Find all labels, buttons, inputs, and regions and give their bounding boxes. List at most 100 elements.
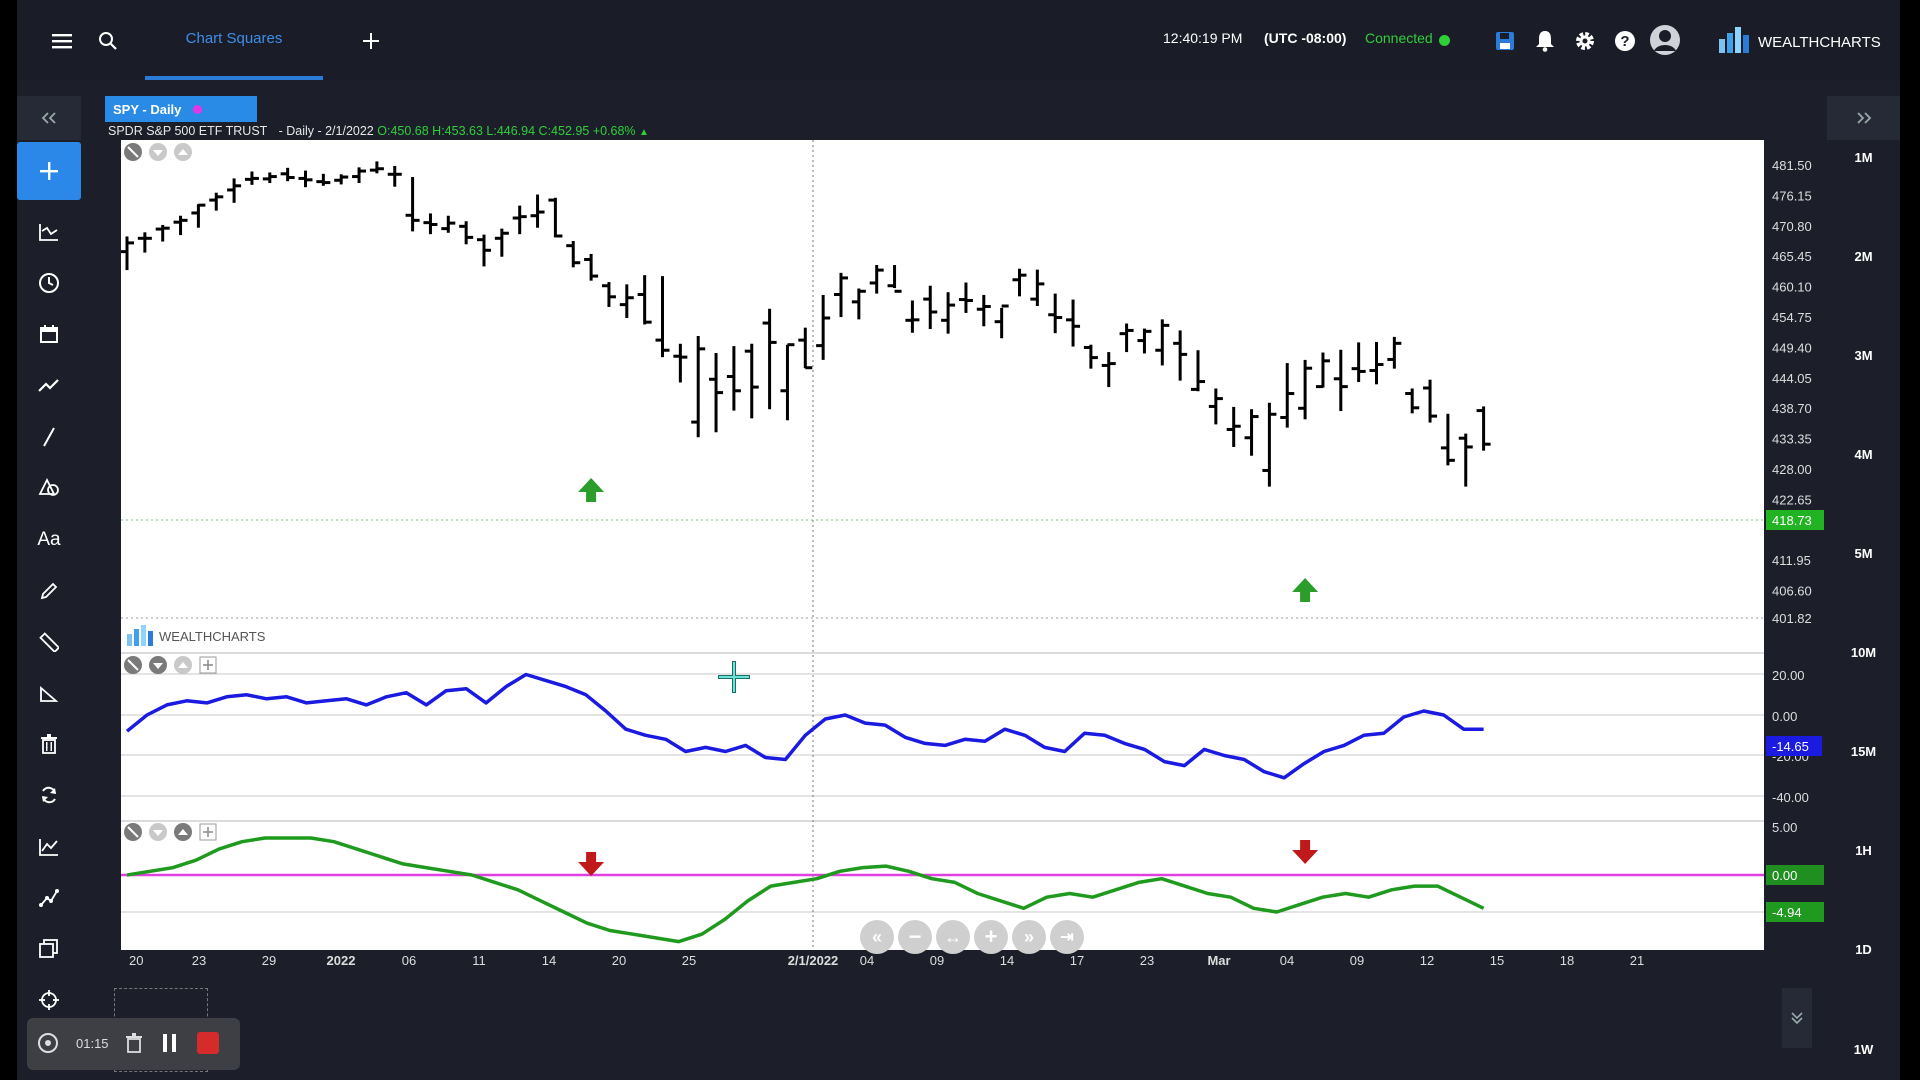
menu-icon[interactable] — [47, 26, 77, 56]
ohlc-bar — [1280, 363, 1295, 428]
ohlc-bar — [1101, 352, 1116, 388]
svg-text:?: ? — [1620, 33, 1629, 50]
clock-icon[interactable] — [17, 261, 81, 305]
price-axis-label: 465.45 — [1772, 249, 1812, 264]
time-axis-label: 06 — [402, 953, 416, 968]
timeframe-5m[interactable]: 5M — [1854, 546, 1873, 561]
change-value: +0.68% — [592, 124, 636, 138]
timeframe-15m[interactable]: 15M — [1850, 744, 1877, 759]
ohlc-bar — [512, 205, 527, 235]
close-value: C:452.95 — [538, 124, 590, 138]
bell-icon[interactable] — [1530, 26, 1560, 56]
svg-text:418.73: 418.73 — [1772, 513, 1812, 528]
tab-chart-squares[interactable]: Chart Squares — [145, 0, 323, 80]
scroll-end-icon[interactable]: ⇥ — [1050, 920, 1084, 954]
scroll-right-icon[interactable]: » — [1012, 920, 1046, 954]
copy-icon[interactable] — [17, 927, 81, 971]
crosshair-icon[interactable] — [17, 978, 81, 1022]
ohlc-bar — [673, 343, 688, 383]
time-axis-label: 2/1/2022 — [788, 953, 839, 968]
collapse-right-icon[interactable] — [1827, 96, 1900, 140]
ohlc-bar — [1048, 293, 1063, 334]
ruler-icon[interactable] — [17, 620, 81, 664]
time-axis-label: 23 — [192, 953, 206, 968]
time-axis-label: 23 — [1140, 953, 1154, 968]
measure-icon[interactable] — [17, 672, 81, 716]
scroll-left-icon[interactable]: « — [860, 920, 894, 954]
svg-text:401.82: 401.82 — [1772, 611, 1812, 626]
shapes-icon[interactable] — [17, 466, 81, 510]
time-axis-label: 04 — [860, 953, 874, 968]
ohlc-bar — [1083, 344, 1098, 369]
crosshair-price-badge: 401.82 — [1752, 609, 1812, 626]
time-axis-label: 20 — [129, 953, 143, 968]
add-tab-icon[interactable] — [356, 26, 386, 56]
recorder-trash-icon[interactable] — [125, 1033, 143, 1058]
ohlc-bar — [1244, 409, 1259, 456]
ohlc-bar — [1387, 336, 1402, 369]
timeframe-1w[interactable]: 1W — [1853, 1042, 1874, 1057]
time-axis-label: 21 — [1630, 953, 1644, 968]
stop-record-icon[interactable] — [197, 1032, 219, 1054]
ohlc-bar — [1333, 349, 1348, 412]
connected-dot-icon — [1439, 35, 1450, 46]
ohlc-bar — [548, 197, 563, 238]
price-axis-label: 470.80 — [1772, 219, 1812, 234]
ohlc-bar — [1119, 323, 1134, 353]
trend-icon[interactable] — [17, 363, 81, 407]
brand-name: WEALTHCHARTS — [1758, 34, 1881, 51]
ohlc-bar — [405, 177, 420, 232]
reset-zoom-icon[interactable]: ↔ — [936, 920, 970, 954]
timeframe-4m[interactable]: 4M — [1854, 447, 1873, 462]
ohlc-bar — [530, 194, 545, 228]
timeframe-2m[interactable]: 2M — [1854, 249, 1873, 264]
time-axis-label: 25 — [682, 953, 696, 968]
timeframe-1h[interactable]: 1H — [1855, 843, 1872, 858]
save-icon[interactable] — [1490, 26, 1520, 56]
ohlc-bar — [869, 265, 884, 294]
time-axis-label: 14 — [542, 953, 556, 968]
timeframe-1d[interactable]: 1D — [1855, 942, 1872, 957]
ohlc-bar — [494, 228, 509, 257]
collapse-left-icon[interactable] — [17, 96, 81, 140]
price-pane-controls[interactable] — [124, 143, 192, 161]
pencil-icon[interactable] — [17, 569, 81, 613]
ohlc-bar — [655, 276, 670, 358]
timeframe-10m[interactable]: 10M — [1850, 645, 1877, 660]
ohlc-bar — [477, 234, 491, 267]
gear-icon[interactable] — [1570, 26, 1600, 56]
time-axis[interactable]: 20 23 29 2022 06 11 14 20 25 2/1/2022 04 09 14 17 23 Ma… — [121, 950, 1764, 970]
ohlc-bar — [155, 224, 170, 242]
help-icon[interactable]: ? — [1610, 26, 1640, 56]
chart-line-icon[interactable] — [17, 825, 81, 869]
ohlc-bar — [566, 241, 581, 268]
indicators-icon[interactable] — [17, 210, 81, 254]
chart-plot[interactable]: WEALTHCHARTS « − ↔ + » ⇥ — [120, 140, 1764, 954]
osc1-pane-controls[interactable] — [124, 656, 217, 674]
trash-icon[interactable] — [17, 722, 81, 766]
refresh-icon[interactable] — [17, 773, 81, 817]
price-axis[interactable]: 481.50 476.15 470.80 465.45 460.10 454.75 449.… — [1752, 140, 1827, 950]
osc2-pane-controls[interactable] — [124, 823, 217, 841]
zoom-in-icon[interactable]: + — [974, 920, 1008, 954]
right-toolbar: 1M 2M 3M 4M 5M 10M 15M 1H 1D 1W — [1827, 96, 1900, 1080]
ohlc-bar — [1405, 388, 1420, 414]
top-bar: Chart Squares 12:40:19 PM (UTC -08:00) C… — [17, 0, 1900, 80]
text-tool-icon[interactable]: Aa — [37, 529, 61, 550]
time-axis-label: 18 — [1560, 953, 1574, 968]
ohlc-bar — [923, 285, 938, 330]
add-tool-button[interactable] — [17, 142, 81, 200]
zoom-out-icon[interactable]: − — [898, 920, 932, 954]
line-tool-icon[interactable] — [17, 415, 81, 459]
timeframe-3m[interactable]: 3M — [1854, 348, 1873, 363]
search-icon[interactable] — [93, 26, 123, 56]
symbol-tab[interactable]: SPY - Daily — [105, 96, 257, 122]
nodes-icon[interactable] — [17, 876, 81, 920]
calendar-icon[interactable] — [17, 312, 81, 356]
timeframe-1m[interactable]: 1M — [1854, 150, 1873, 165]
left-toolbar — [17, 96, 85, 1080]
recorder-settings-icon[interactable] — [37, 1032, 59, 1059]
expand-down-icon[interactable] — [1782, 988, 1812, 1048]
avatar[interactable] — [1648, 23, 1682, 57]
pause-icon[interactable] — [162, 1033, 178, 1058]
